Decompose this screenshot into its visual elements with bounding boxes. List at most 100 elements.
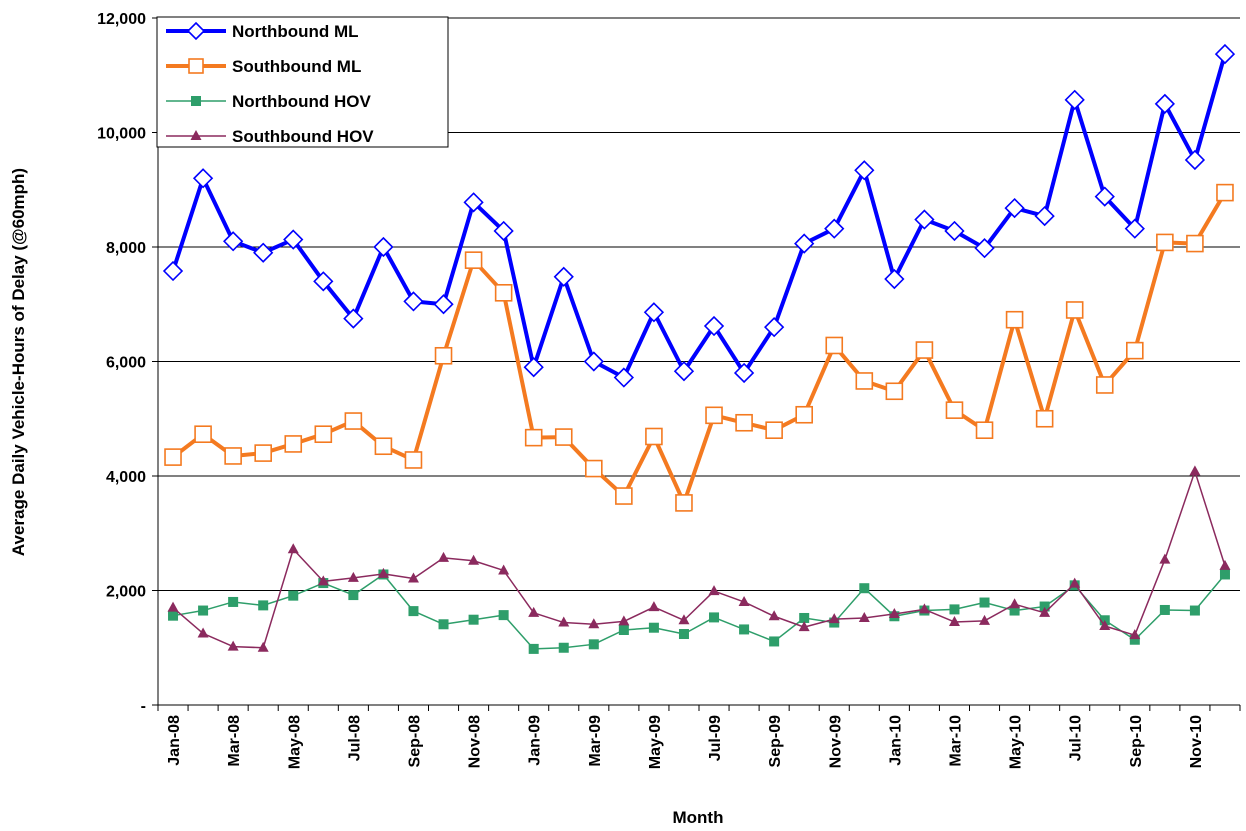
- marker: [1186, 234, 1204, 253]
- y-axis-title: Average Daily Vehicle-Hours of Delay (@6…: [9, 168, 28, 556]
- marker: [855, 372, 874, 390]
- marker: [768, 610, 780, 621]
- marker: [553, 266, 574, 287]
- marker: [1214, 43, 1236, 65]
- marker: [407, 572, 419, 583]
- marker: [188, 58, 204, 74]
- marker: [167, 601, 179, 612]
- marker: [498, 610, 509, 621]
- x-tick-label: Nov-09: [827, 715, 844, 768]
- marker: [253, 242, 274, 263]
- x-tick-label: Jan-08: [166, 715, 183, 766]
- marker: [885, 382, 904, 401]
- marker: [1064, 89, 1085, 110]
- marker: [1159, 604, 1170, 615]
- marker: [859, 583, 870, 594]
- marker: [974, 238, 995, 259]
- x-tick-label: May-09: [647, 715, 664, 769]
- marker: [648, 601, 660, 612]
- marker: [1094, 186, 1115, 207]
- marker: [738, 595, 750, 606]
- marker: [194, 425, 212, 444]
- marker: [1216, 183, 1234, 202]
- marker: [186, 21, 206, 41]
- series-line: [172, 470, 1226, 649]
- x-tick-label: Mar-10: [947, 715, 964, 767]
- marker: [1219, 559, 1231, 570]
- marker: [1219, 569, 1230, 580]
- marker: [945, 401, 964, 419]
- marker: [618, 615, 630, 626]
- marker: [1129, 634, 1140, 645]
- marker: [949, 604, 960, 615]
- marker: [918, 603, 930, 614]
- marker: [224, 447, 242, 465]
- marker: [948, 615, 960, 626]
- x-tick-label: Jul-08: [346, 715, 363, 761]
- y-tick-label: 10,000: [97, 126, 146, 143]
- marker: [708, 585, 720, 596]
- y-tick-label: 12,000: [97, 11, 146, 28]
- marker: [858, 611, 870, 622]
- marker: [433, 294, 454, 315]
- marker: [284, 435, 303, 453]
- marker: [408, 606, 419, 617]
- marker: [979, 597, 990, 608]
- marker: [227, 640, 239, 651]
- marker: [854, 160, 875, 181]
- marker: [678, 614, 690, 625]
- x-tick-label: Jul-10: [1068, 715, 1085, 761]
- x-tick-label: Nov-08: [467, 715, 484, 768]
- marker: [287, 543, 299, 554]
- marker: [739, 624, 750, 635]
- marker: [675, 494, 693, 512]
- legend-label: Southbound ML: [232, 57, 361, 76]
- marker: [583, 351, 604, 372]
- marker: [528, 606, 540, 617]
- series-line: [171, 53, 1227, 380]
- x-tick-label: Mar-09: [587, 715, 604, 767]
- marker: [1039, 606, 1051, 617]
- marker: [258, 600, 269, 611]
- marker: [254, 444, 272, 462]
- marker: [288, 590, 299, 601]
- marker: [765, 421, 783, 440]
- marker: [799, 612, 810, 623]
- marker: [162, 260, 184, 282]
- marker: [979, 614, 991, 625]
- marker: [769, 636, 780, 647]
- marker: [494, 283, 513, 302]
- marker: [404, 451, 423, 469]
- x-tick-label: Nov-10: [1188, 715, 1205, 768]
- marker: [524, 428, 543, 447]
- marker: [493, 220, 514, 242]
- marker: [1154, 93, 1175, 115]
- x-tick-label: May-08: [286, 715, 303, 769]
- y-tick-label: 4,000: [106, 469, 146, 486]
- marker: [558, 642, 569, 653]
- x-tick-label: Sep-09: [767, 715, 784, 768]
- x-tick-label: Mar-08: [226, 715, 243, 767]
- x-tick-label: Sep-08: [406, 715, 423, 768]
- marker: [1005, 310, 1024, 329]
- marker: [373, 236, 394, 258]
- marker: [374, 437, 393, 456]
- marker: [828, 613, 840, 624]
- marker: [257, 641, 269, 652]
- marker: [283, 229, 304, 250]
- marker: [764, 317, 785, 338]
- y-tick-label: 8,000: [106, 240, 146, 257]
- marker: [1004, 197, 1025, 219]
- marker: [673, 361, 695, 382]
- marker: [554, 428, 573, 446]
- marker: [191, 96, 201, 106]
- marker: [317, 575, 329, 586]
- legend-label: Northbound ML: [232, 22, 359, 41]
- marker: [434, 346, 453, 365]
- marker: [678, 629, 689, 640]
- series-line: [172, 573, 1226, 650]
- marker: [1039, 601, 1050, 612]
- marker: [1035, 409, 1054, 428]
- marker: [1189, 465, 1201, 476]
